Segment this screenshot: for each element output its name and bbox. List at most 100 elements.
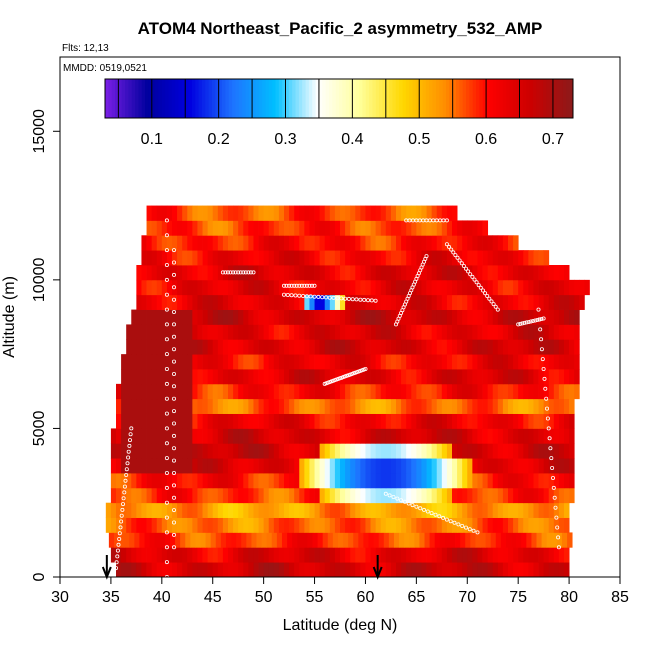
heatmap-cell	[337, 532, 344, 548]
heatmap-cell	[548, 383, 555, 400]
heatmap-cell	[166, 428, 173, 444]
heatmap-cell	[116, 487, 122, 504]
heatmap-cell	[518, 324, 524, 340]
heatmap-cell	[551, 532, 558, 548]
track-point	[115, 554, 120, 559]
heatmap-cell	[243, 220, 249, 236]
heatmap-cell	[278, 250, 285, 266]
heatmap-cell	[238, 309, 244, 325]
heatmap-cell	[141, 235, 147, 251]
colorbar-swatch	[452, 79, 457, 118]
track-point	[116, 542, 121, 547]
heatmap-cell	[141, 517, 147, 533]
y-axis-label: Altitude (m)	[1, 276, 18, 358]
heatmap-cell	[228, 235, 234, 251]
heatmap-cell	[110, 487, 117, 504]
heatmap-cell	[172, 473, 178, 489]
track-point	[164, 381, 169, 386]
heatmap-cell	[222, 458, 229, 474]
heatmap-cell	[273, 265, 280, 281]
track-point	[304, 294, 309, 299]
heatmap-cell	[294, 339, 300, 355]
heatmap-cell	[319, 502, 326, 518]
y-tick-label: 10000	[31, 258, 48, 303]
heatmap-cell	[502, 473, 509, 489]
colorbar-swatch	[148, 79, 153, 118]
track-point	[459, 261, 464, 266]
heatmap-cell	[294, 235, 300, 251]
heatmap-cell	[528, 502, 534, 518]
heatmap-cell	[207, 235, 214, 251]
heatmap-cell	[319, 235, 326, 251]
heatmap-cell	[126, 562, 132, 578]
heatmap-cell	[329, 562, 336, 578]
heatmap-cell	[564, 443, 570, 459]
heatmap-cell	[284, 547, 290, 563]
heatmap-cell	[136, 369, 142, 385]
heatmap-cell	[416, 458, 422, 474]
heatmap-cell	[121, 458, 127, 474]
heatmap-cell	[278, 324, 285, 340]
heatmap-cell	[324, 354, 331, 370]
heatmap-cell	[345, 339, 351, 355]
heatmap-cell	[390, 458, 397, 474]
heatmap-cell	[558, 294, 565, 310]
track-point	[441, 515, 446, 520]
heatmap-cell	[411, 250, 417, 266]
colorbar-tick-label: 0.7	[542, 131, 564, 148]
heatmap-cell	[243, 487, 249, 504]
heatmap-cell	[131, 517, 137, 533]
heatmap-cell	[482, 443, 489, 459]
heatmap-cell	[380, 205, 387, 221]
heatmap-cell	[172, 383, 178, 400]
heatmap-cell	[521, 532, 527, 548]
heatmap-cell	[289, 398, 295, 414]
heatmap-cell	[462, 309, 468, 325]
heatmap-cell	[182, 309, 188, 325]
colorbar-swatch	[171, 79, 176, 118]
heatmap-cell	[421, 294, 427, 310]
heatmap-cell	[467, 547, 473, 563]
heatmap-cell	[523, 502, 529, 518]
heatmap-cell	[263, 413, 270, 429]
heatmap-cell	[207, 443, 214, 459]
heatmap-cell	[258, 294, 265, 310]
heatmap-cell	[141, 294, 147, 310]
heatmap-cell	[518, 309, 524, 325]
heatmap-cell	[446, 383, 453, 400]
heatmap-cell	[156, 517, 163, 533]
heatmap-cell	[273, 279, 280, 296]
heatmap-cell	[531, 532, 537, 548]
heatmap-cell	[329, 413, 336, 429]
heatmap-cell	[375, 502, 382, 518]
heatmap-cell	[548, 502, 555, 518]
track-point	[421, 507, 426, 512]
heatmap-cell	[508, 309, 514, 325]
heatmap-cell	[401, 205, 407, 221]
heatmap-cell	[217, 324, 224, 340]
heatmap-cell	[401, 517, 407, 533]
heatmap-cell	[441, 250, 448, 266]
heatmap-cell	[238, 354, 244, 370]
heatmap-cell	[431, 279, 438, 296]
heatmap-cell	[292, 532, 298, 548]
heatmap-cell	[217, 413, 224, 429]
heatmap-cell	[141, 354, 147, 370]
heatmap-cell	[334, 547, 341, 563]
track-point	[171, 384, 176, 389]
heatmap-cell	[548, 562, 555, 578]
heatmap-cell	[273, 235, 280, 251]
heatmap-cell	[350, 324, 356, 340]
heatmap-cell	[411, 309, 417, 325]
heatmap-cell	[161, 458, 168, 474]
heatmap-cell	[538, 294, 545, 310]
heatmap-cell	[396, 473, 402, 489]
heatmap-cell	[207, 562, 214, 578]
heatmap-cell	[436, 473, 443, 489]
heatmap-cell	[533, 458, 539, 474]
heatmap-cell	[355, 562, 361, 578]
track-point	[522, 320, 527, 325]
heatmap-cell	[182, 383, 188, 400]
heatmap-cell	[385, 562, 392, 578]
heatmap-cell	[462, 294, 468, 310]
